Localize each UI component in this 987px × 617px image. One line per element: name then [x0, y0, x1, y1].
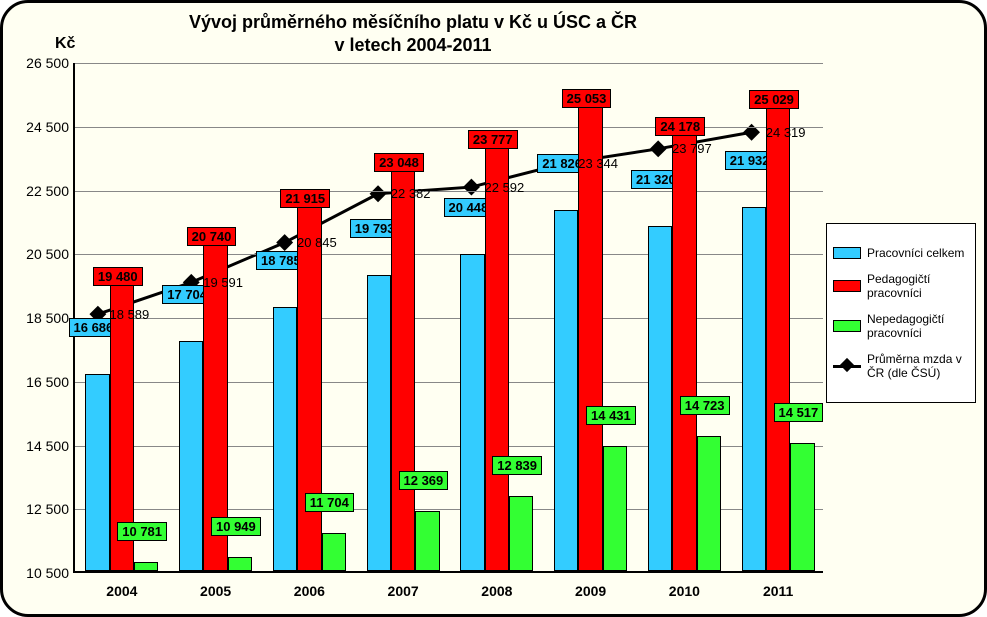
y-tick-label: 16 500 — [26, 374, 69, 390]
bar-green — [790, 443, 814, 571]
data-label-green: 14 517 — [774, 403, 824, 422]
bar-green — [228, 557, 252, 571]
bar-blue — [460, 254, 484, 571]
x-tick-label: 2011 — [731, 583, 825, 599]
x-tick-label: 2004 — [75, 583, 169, 599]
grid-line — [75, 318, 823, 319]
data-label-red: 23 777 — [468, 130, 518, 149]
legend-label: Pedagogičtí pracovníci — [867, 272, 969, 300]
y-tick-label: 24 500 — [26, 119, 69, 135]
line-marker-diamond — [276, 234, 293, 251]
grid-line — [75, 191, 823, 192]
grid-line — [75, 127, 823, 128]
data-label-red: 19 480 — [93, 267, 143, 286]
title-line-2: v letech 2004-2011 — [334, 35, 491, 55]
y-tick-label: 10 500 — [26, 565, 69, 581]
bar-red — [297, 207, 321, 571]
x-tick-label: 2005 — [169, 583, 263, 599]
line-marker-diamond — [370, 185, 387, 202]
line-value-label: 23 344 — [578, 156, 618, 171]
legend: Pracovníci celkem Pedagogičtí pracovníci… — [826, 223, 976, 403]
bar-red — [766, 108, 790, 571]
line-value-label: 20 845 — [297, 235, 337, 250]
chart-title: Vývoj průměrného měsíčního platu v Kč u … — [3, 11, 823, 56]
bar-blue — [273, 307, 297, 571]
legend-item-blue: Pracovníci celkem — [833, 246, 969, 260]
plot-area: 10 50012 50014 50016 50018 50020 50022 5… — [73, 63, 823, 573]
legend-item-line: Průměrna mzda v ČR (dle ČSÚ) — [833, 352, 969, 380]
bar-green — [134, 562, 158, 571]
x-tick-label: 2008 — [450, 583, 544, 599]
data-label-red: 21 915 — [280, 189, 330, 208]
y-axis-unit: Kč — [55, 35, 75, 53]
bar-blue — [367, 275, 391, 571]
legend-swatch-red — [833, 280, 861, 292]
line-value-label: 23 797 — [672, 141, 712, 156]
y-tick-label: 22 500 — [26, 183, 69, 199]
bar-green — [322, 533, 346, 571]
data-label-green: 12 839 — [492, 456, 542, 475]
bar-blue — [648, 226, 672, 571]
bar-green — [509, 496, 533, 571]
line-value-label: 22 382 — [391, 186, 431, 201]
data-label-red: 25 053 — [562, 89, 612, 108]
legend-label: Nepedagogičtí pracovníci — [867, 312, 969, 340]
line-value-label: 19 591 — [203, 275, 243, 290]
data-label-green: 14 723 — [680, 396, 730, 415]
legend-swatch-blue — [833, 247, 861, 259]
bar-blue — [554, 210, 578, 571]
bar-blue — [179, 341, 203, 571]
bar-green — [697, 436, 721, 571]
data-label-green: 11 704 — [305, 493, 354, 512]
bar-blue — [85, 374, 109, 571]
grid-line — [75, 63, 823, 64]
bar-red — [391, 171, 415, 571]
title-line-1: Vývoj průměrného měsíčního platu v Kč u … — [189, 12, 637, 32]
legend-label: Průměrna mzda v ČR (dle ČSÚ) — [867, 352, 969, 380]
x-tick-label: 2006 — [263, 583, 357, 599]
chart-frame: Vývoj průměrného měsíčního platu v Kč u … — [0, 0, 987, 617]
data-label-red: 24 178 — [655, 117, 705, 136]
y-tick-label: 14 500 — [26, 438, 69, 454]
legend-item-red: Pedagogičtí pracovníci — [833, 272, 969, 300]
y-tick-label: 12 500 — [26, 501, 69, 517]
bar-green — [603, 446, 627, 571]
grid-line — [75, 254, 823, 255]
legend-swatch-green — [833, 320, 861, 332]
line-value-label: 22 592 — [485, 180, 525, 195]
legend-label: Pracovníci celkem — [867, 246, 964, 260]
y-tick-label: 20 500 — [26, 246, 69, 262]
line-value-label: 24 319 — [766, 125, 806, 140]
line-marker-diamond — [650, 140, 667, 157]
legend-line-icon — [833, 359, 861, 373]
bar-red — [485, 148, 509, 571]
x-tick-label: 2010 — [638, 583, 732, 599]
bar-green — [415, 511, 439, 571]
line-marker-diamond — [463, 179, 480, 196]
data-label-red: 23 048 — [374, 153, 424, 172]
legend-item-green: Nepedagogičtí pracovníci — [833, 312, 969, 340]
x-tick-label: 2009 — [544, 583, 638, 599]
y-tick-label: 26 500 — [26, 55, 69, 71]
y-tick-label: 18 500 — [26, 310, 69, 326]
data-label-green: 14 431 — [586, 406, 636, 425]
bar-red — [672, 135, 696, 571]
data-label-red: 25 029 — [749, 90, 799, 109]
line-value-label: 18 589 — [110, 307, 150, 322]
data-label-red: 20 740 — [187, 227, 237, 246]
x-tick-label: 2007 — [356, 583, 450, 599]
data-label-green: 10 949 — [211, 517, 261, 536]
bar-red — [578, 107, 602, 571]
data-label-green: 10 781 — [117, 522, 167, 541]
bar-blue — [742, 207, 766, 571]
data-label-green: 12 369 — [399, 471, 449, 490]
